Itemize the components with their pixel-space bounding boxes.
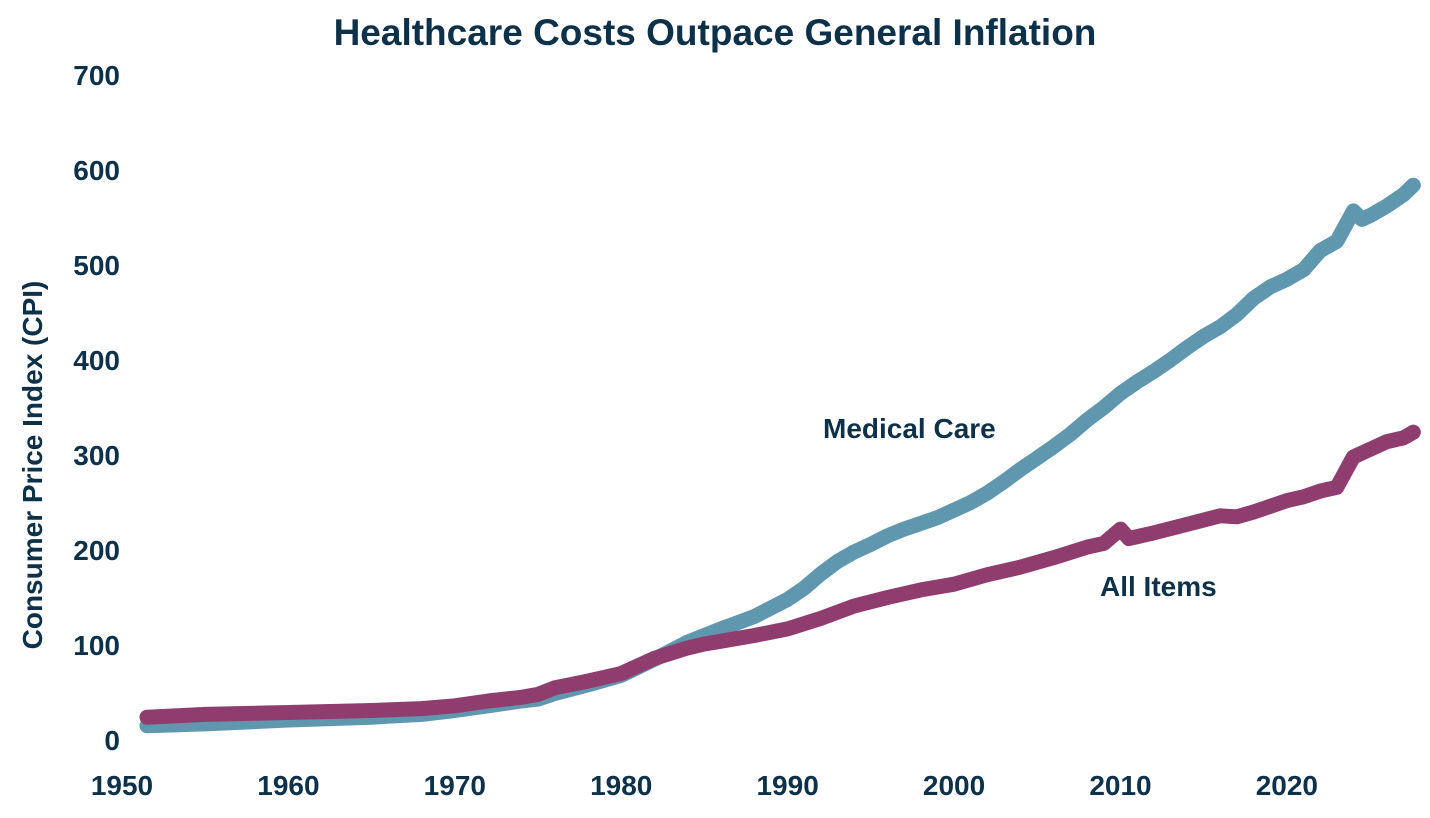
y-tick-label: 300	[73, 440, 120, 471]
x-tick-label: 2000	[923, 770, 985, 801]
series-line-medical-care	[139, 177, 1421, 734]
y-tick-label: 700	[73, 60, 120, 91]
x-axis-ticks: 1950 1960 1970 1980 1990 2000 2010 2020	[91, 770, 1318, 801]
y-axis-ticks: 0 100 200 300 400 500 600 700	[73, 60, 120, 756]
x-tick-label: 1990	[756, 770, 818, 801]
y-tick-label: 0	[104, 725, 120, 756]
medical-care-label: Medical Care	[823, 413, 996, 444]
chart-title: Healthcare Costs Outpace General Inflati…	[334, 12, 1097, 53]
series-lines	[139, 177, 1421, 734]
series-line-all-items	[139, 424, 1421, 725]
y-tick-label: 100	[73, 630, 120, 661]
y-tick-label: 200	[73, 535, 120, 566]
x-tick-label: 1970	[424, 770, 486, 801]
all-items-label: All Items	[1100, 571, 1217, 602]
x-tick-label: 2020	[1256, 770, 1318, 801]
x-tick-label: 1960	[257, 770, 319, 801]
y-axis-label: Consumer Price Index (CPI)	[17, 281, 48, 650]
x-tick-label: 1950	[91, 770, 153, 801]
y-tick-label: 400	[73, 345, 120, 376]
y-tick-label: 500	[73, 250, 120, 281]
x-tick-label: 1980	[590, 770, 652, 801]
x-tick-label: 2010	[1089, 770, 1151, 801]
y-tick-label: 600	[73, 155, 120, 186]
